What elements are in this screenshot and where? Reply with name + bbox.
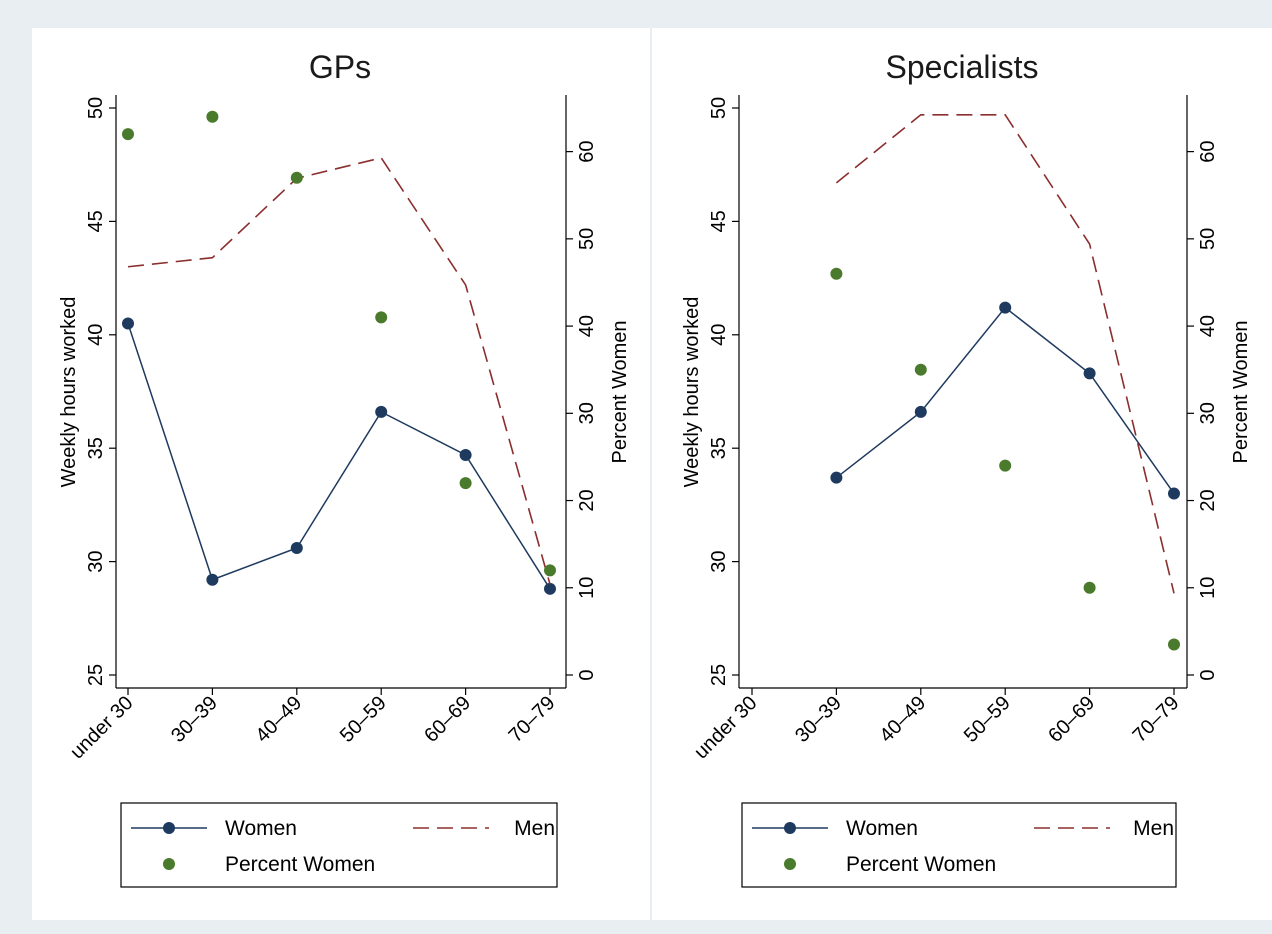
percent-women-point bbox=[1083, 581, 1096, 594]
panel-background bbox=[32, 28, 650, 920]
right-y-tick-label: 0 bbox=[1197, 669, 1219, 680]
legend-men-label: Men bbox=[1133, 817, 1174, 840]
specialists-panel: Specialists 25 30 35 40 45 50 0 10 20 30 40 50 60 Week… bbox=[652, 28, 1272, 920]
right-y-tick-label: 40 bbox=[1197, 315, 1219, 337]
legend-percent-women-label: Percent Women bbox=[846, 853, 996, 876]
women-point bbox=[1168, 487, 1180, 500]
left-y-tick-label: 40 bbox=[708, 324, 730, 346]
right-y-tick-label: 50 bbox=[576, 228, 598, 250]
legend-percent-women-label: Percent Women bbox=[225, 853, 375, 876]
left-y-tick-label: 30 bbox=[85, 550, 107, 572]
women-point bbox=[1083, 367, 1096, 380]
men-line bbox=[127, 156, 551, 585]
legend-women-marker bbox=[163, 822, 175, 834]
percent-women-point bbox=[830, 267, 843, 280]
percent-women-point bbox=[375, 311, 388, 324]
right-y-tick-label: 20 bbox=[576, 489, 598, 511]
legend: Women Men Percent Women bbox=[741, 802, 1177, 888]
legend-percent-women-marker bbox=[163, 858, 175, 870]
right-y-tick-label: 0 bbox=[576, 669, 598, 680]
percent-women-point bbox=[206, 110, 219, 123]
women-point bbox=[206, 573, 219, 586]
women-point bbox=[290, 541, 303, 554]
left-y-tick-label: 25 bbox=[708, 664, 730, 686]
right-y-tick-label: 10 bbox=[1197, 577, 1219, 599]
right-y-tick-label: 40 bbox=[576, 315, 598, 337]
percent-women-point bbox=[1168, 638, 1180, 651]
right-y-tick-label: 60 bbox=[1197, 140, 1219, 162]
women-point bbox=[914, 405, 927, 418]
right-y-tick-label: 30 bbox=[1197, 402, 1219, 424]
percent-women-point bbox=[999, 459, 1012, 472]
legend-box bbox=[741, 802, 1177, 888]
legend-women-label: Women bbox=[846, 817, 918, 840]
percent-women-point bbox=[914, 363, 927, 376]
right-y-axis-title: Percent Women bbox=[1230, 320, 1252, 463]
left-y-tick-label: 35 bbox=[85, 437, 107, 459]
women-point bbox=[999, 301, 1012, 314]
percent-women-point bbox=[290, 171, 303, 184]
legend-women-label: Women bbox=[225, 817, 297, 840]
right-y-tick-label: 50 bbox=[1197, 228, 1219, 250]
left-y-tick-label: 50 bbox=[85, 97, 107, 119]
left-y-tick-label: 30 bbox=[708, 550, 730, 572]
women-point bbox=[544, 582, 556, 595]
gps-panel: GPs 25 30 35 40 45 50 0 10 20 30 40 50 60 Weekly hours… bbox=[32, 28, 650, 920]
legend-percent-women-marker bbox=[784, 858, 796, 870]
percent-women-point bbox=[122, 128, 134, 141]
chart-title: Specialists bbox=[886, 49, 1039, 85]
women-point bbox=[830, 471, 843, 484]
percent-women-point bbox=[459, 477, 472, 490]
women-point bbox=[375, 405, 388, 418]
left-y-tick-label: 25 bbox=[85, 664, 107, 686]
right-y-axis-title: Percent Women bbox=[609, 320, 631, 463]
left-y-axis-title: Weekly hours worked bbox=[58, 297, 80, 488]
left-y-tick-label: 45 bbox=[708, 210, 730, 232]
chart-title: GPs bbox=[309, 49, 371, 85]
percent-women-point bbox=[544, 564, 556, 577]
right-y-tick-label: 60 bbox=[576, 140, 598, 162]
legend-men-label: Men bbox=[514, 817, 555, 840]
left-y-tick-label: 50 bbox=[708, 97, 730, 119]
women-point bbox=[122, 317, 134, 330]
left-y-tick-label: 40 bbox=[85, 324, 107, 346]
women-point bbox=[459, 449, 472, 462]
right-y-tick-label: 10 bbox=[576, 577, 598, 599]
left-y-tick-label: 45 bbox=[85, 210, 107, 232]
legend-box bbox=[120, 802, 558, 888]
legend: Women Men Percent Women bbox=[120, 802, 558, 888]
panel-background bbox=[652, 28, 1272, 920]
right-y-tick-label: 20 bbox=[1197, 489, 1219, 511]
legend-women-marker bbox=[784, 822, 796, 834]
left-y-tick-label: 35 bbox=[708, 437, 730, 459]
left-y-axis-title: Weekly hours worked bbox=[681, 297, 703, 488]
men-line bbox=[835, 114, 1175, 594]
women-line bbox=[127, 323, 551, 590]
right-y-tick-label: 30 bbox=[576, 402, 598, 424]
